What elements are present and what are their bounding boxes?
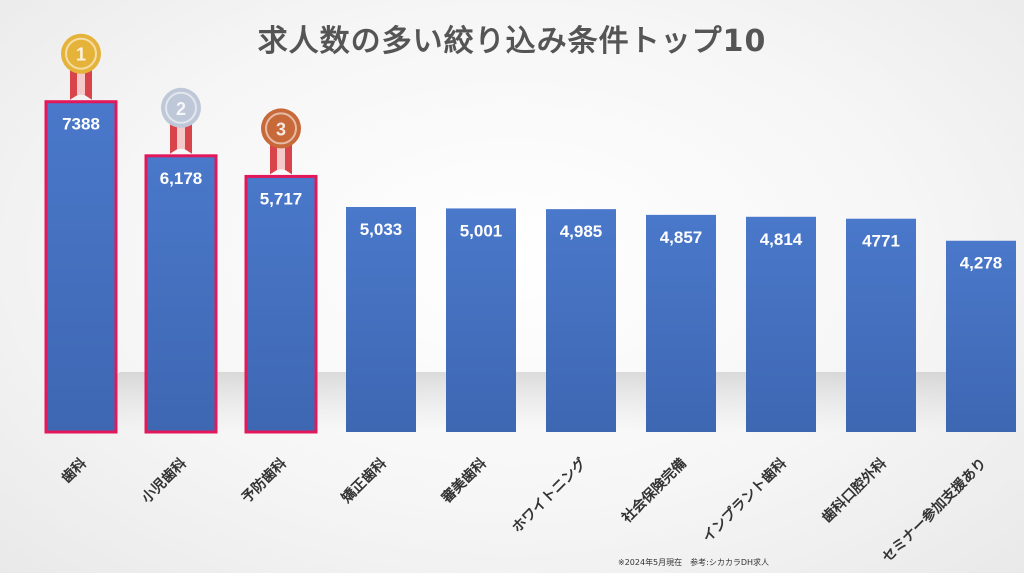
medal-rank-1: 1 — [76, 45, 86, 65]
value-label-7: 4,814 — [760, 230, 803, 249]
category-label-6: 社会保険完備 — [618, 455, 690, 527]
bar-4 — [446, 208, 516, 432]
bar-7 — [746, 216, 816, 432]
value-label-8: 4771 — [862, 232, 900, 251]
chart-title: 求人数の多い絞り込み条件トップ10 — [257, 24, 767, 59]
value-label-5: 4,985 — [560, 222, 603, 241]
bar-8 — [846, 218, 916, 432]
bar-3 — [346, 206, 416, 432]
medal-rank-2: 2 — [176, 99, 186, 119]
category-label-4: 審美歯科 — [438, 455, 490, 507]
category-label-0: 歯科 — [58, 455, 90, 487]
category-label-8: 歯科口腔外科 — [818, 455, 889, 526]
gold-medal-icon: 1 — [61, 33, 101, 100]
category-label-1: 小児歯科 — [138, 455, 190, 507]
category-label-3: 矯正歯科 — [338, 455, 390, 507]
silver-medal-icon: 2 — [161, 87, 201, 154]
bar-6 — [646, 214, 716, 432]
bar-5 — [546, 209, 616, 432]
value-label-9: 4,278 — [960, 254, 1003, 273]
bronze-medal-icon: 3 — [261, 108, 301, 175]
value-label-0: 7388 — [62, 115, 100, 134]
category-label-7: インプラント歯科 — [699, 455, 790, 546]
footnote: ※2024年5月現在 参考:シカカラDH求人 — [618, 558, 770, 567]
value-label-4: 5,001 — [460, 221, 503, 240]
bar-1 — [144, 154, 218, 434]
category-label-2: 予防歯科 — [238, 455, 290, 507]
value-label-6: 4,857 — [660, 228, 703, 247]
value-label-3: 5,033 — [360, 220, 403, 239]
value-label-2: 5,717 — [260, 189, 303, 208]
bar-9 — [946, 240, 1016, 432]
category-label-9: セミナー参加支援あり — [879, 455, 990, 566]
value-label-1: 6,178 — [160, 169, 203, 188]
bar-0 — [44, 100, 118, 434]
medal-rank-3: 3 — [276, 119, 286, 139]
bar-2 — [244, 174, 318, 434]
category-label-5: ホワイトニング — [509, 455, 590, 536]
